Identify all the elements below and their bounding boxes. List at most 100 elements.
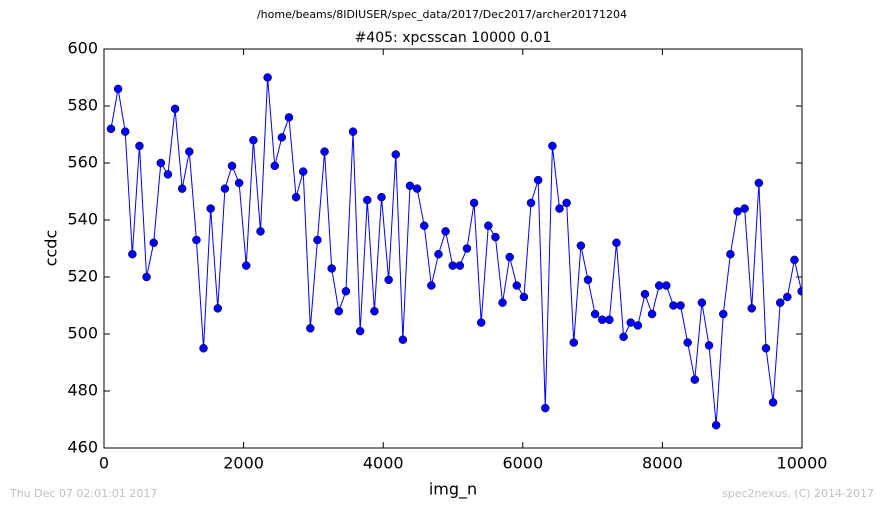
marker: [263, 73, 272, 82]
marker: [476, 318, 486, 327]
marker: [548, 141, 557, 151]
marker: [740, 204, 749, 213]
marker: [427, 281, 436, 290]
y-tick-label: 580: [67, 96, 98, 115]
marker: [355, 326, 365, 336]
marker: [562, 198, 571, 208]
marker: [170, 104, 180, 114]
marker: [412, 184, 422, 193]
marker: [647, 309, 657, 319]
marker: [754, 178, 764, 188]
marker: [619, 332, 628, 342]
y-axis-label: ccdc: [42, 230, 61, 267]
marker: [434, 249, 443, 259]
marker: [384, 275, 393, 285]
marker: [597, 315, 607, 324]
x-tick-label: 6000: [502, 454, 543, 473]
marker: [790, 255, 799, 265]
x-tick-label: 4000: [363, 454, 404, 473]
x-tick-label: 0: [99, 454, 109, 473]
marker: [256, 227, 265, 236]
marker: [192, 235, 201, 245]
marker: [298, 167, 308, 176]
marker: [313, 235, 322, 245]
marker: [370, 306, 379, 316]
marker: [711, 420, 721, 430]
marker: [526, 198, 536, 208]
marker: [284, 113, 294, 122]
marker: [533, 175, 543, 185]
marker: [291, 192, 301, 202]
marker: [775, 298, 785, 307]
marker: [697, 298, 707, 307]
marker: [163, 170, 173, 179]
marker: [633, 321, 643, 330]
marker: [128, 249, 137, 259]
marker: [462, 244, 472, 253]
marker: [583, 275, 593, 285]
marker: [391, 150, 401, 159]
y-tick-label: 540: [67, 210, 98, 229]
marker: [626, 318, 635, 327]
marker: [505, 252, 514, 262]
marker: [612, 238, 621, 248]
plot-frame: [103, 48, 803, 449]
marker: [213, 304, 223, 313]
x-tick-label: 10000: [777, 454, 828, 473]
marker: [768, 398, 778, 407]
marker: [569, 338, 579, 347]
marker: [654, 281, 664, 290]
marker: [242, 261, 251, 270]
y-tick-label: 500: [67, 324, 98, 343]
marker: [199, 344, 208, 353]
marker: [669, 301, 678, 310]
x-tick-label: 8000: [642, 454, 683, 473]
y-tick-label: 600: [67, 39, 98, 58]
marker: [398, 335, 408, 344]
marker: [270, 161, 279, 171]
marker: [761, 344, 771, 353]
marker: [348, 127, 358, 136]
marker: [320, 147, 329, 156]
y-tick-label: 520: [67, 267, 98, 286]
marker: [555, 204, 564, 213]
marker: [327, 264, 336, 273]
chart-title: #405: xpcsscan 10000 0.01: [355, 30, 552, 46]
marker: [576, 241, 586, 250]
marker: [120, 127, 130, 136]
marker: [156, 158, 166, 168]
marker: [142, 272, 151, 282]
marker: [690, 375, 700, 384]
marker: [227, 161, 237, 171]
marker: [640, 289, 650, 299]
marker: [220, 184, 230, 193]
header: /home/beams/8IDIUSER/spec_data/2017/Dec2…: [257, 8, 627, 21]
marker: [605, 315, 614, 324]
footer-left: Thu Dec 07 02:01:01 2017: [9, 487, 157, 500]
marker: [448, 261, 457, 270]
marker: [662, 281, 671, 290]
marker: [512, 281, 522, 290]
marker: [106, 124, 116, 134]
marker: [683, 338, 692, 347]
marker: [498, 298, 507, 307]
marker: [113, 84, 123, 94]
marker: [234, 178, 244, 188]
footer-right: spec2nexus, (C) 2014-2017: [722, 487, 874, 500]
y-tick-label: 480: [67, 381, 98, 400]
marker: [719, 309, 728, 319]
marker: [469, 198, 479, 208]
y-tick-label: 560: [67, 153, 98, 172]
marker: [206, 204, 215, 213]
marker: [676, 301, 685, 310]
marker: [783, 292, 792, 302]
x-axis-label: img_n: [429, 480, 477, 500]
marker: [185, 147, 194, 156]
marker: [590, 309, 600, 319]
marker: [341, 287, 351, 296]
marker: [277, 133, 287, 142]
marker: [177, 184, 187, 193]
marker: [306, 324, 315, 333]
y-tick-label: 460: [67, 438, 98, 457]
marker: [149, 238, 158, 248]
